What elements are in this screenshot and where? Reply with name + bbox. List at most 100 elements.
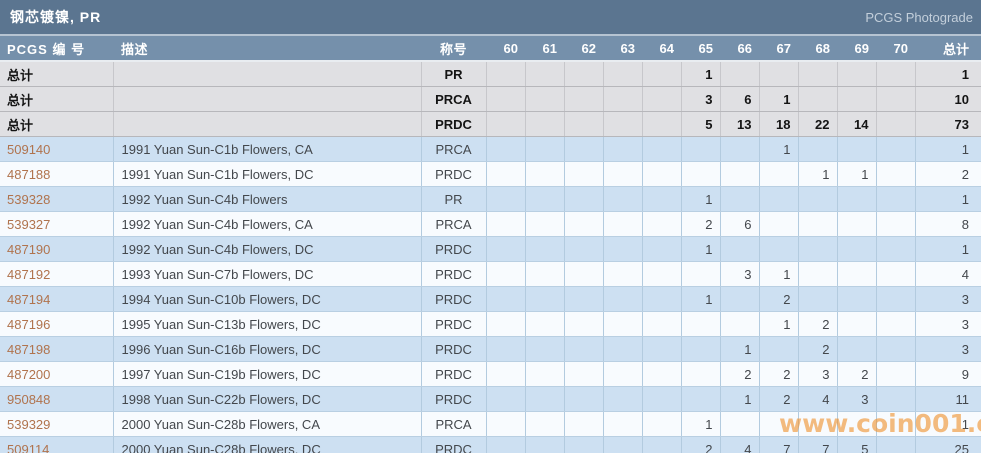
grade-count-cell: [642, 311, 682, 337]
grade-count-cell: [564, 361, 604, 387]
table-body: 总计 PR 1 1 总计 PRCA 3 6 1 10 总计 PRDC 5 13 18 22 14 73 509140…: [0, 61, 981, 453]
description-cell: 1996 Yuan Sun-C16b Flowers, DC: [113, 336, 422, 362]
table-row: 487192 1993 Yuan Sun-C7b Flowers, DC PRDC 3…: [0, 261, 981, 287]
grade-count-cell: [525, 286, 565, 312]
grade-count-cell: [603, 386, 643, 412]
description-cell: 2000 Yuan Sun-C28b Flowers, CA: [113, 411, 422, 437]
table-row: 487196 1995 Yuan Sun-C13b Flowers, DC PRDC…: [0, 311, 981, 337]
grade-count-cell: [486, 386, 526, 412]
header-designation: 称号: [421, 36, 486, 62]
designation-cell: PRCA: [421, 136, 487, 162]
header-grade-64: 64: [642, 36, 681, 62]
grade-count-cell: 1: [720, 386, 760, 412]
table-row: 539327 1992 Yuan Sun-C4b Flowers, CA PRCA 2…: [0, 211, 981, 237]
grade-count-cell: [486, 236, 526, 262]
grade-count-cell: [798, 411, 838, 437]
grade-count-cell: [798, 61, 838, 87]
grade-count-cell: [759, 211, 799, 237]
grade-count-cell: [486, 161, 526, 187]
grade-count-cell: [681, 311, 721, 337]
grade-count-cell: 2: [798, 311, 838, 337]
pcgs-number-link[interactable]: 487190: [7, 241, 51, 257]
header-grade-65: 65: [681, 36, 720, 62]
grade-count-cell: 2: [759, 361, 799, 387]
grade-count-cell: [486, 286, 526, 312]
grade-count-cell: [603, 336, 643, 362]
grade-count-cell: [603, 411, 643, 437]
total-row-label-cell: 总计: [0, 111, 114, 137]
table-row: 950848 1998 Yuan Sun-C22b Flowers, DC PRDC…: [0, 386, 981, 412]
grade-count-cell: [837, 411, 877, 437]
grade-count-cell: 3: [798, 361, 838, 387]
row-total-cell: 3: [915, 286, 981, 312]
header-grade-68: 68: [798, 36, 837, 62]
grade-count-cell: [564, 136, 604, 162]
pcgs-number-link[interactable]: 487198: [7, 341, 51, 357]
grade-count-cell: [525, 111, 565, 137]
header-grade-67: 67: [759, 36, 798, 62]
grade-count-cell: [837, 211, 877, 237]
pcgs-number-link[interactable]: 509140: [7, 141, 51, 157]
grade-count-cell: [486, 311, 526, 337]
grade-count-cell: [876, 61, 916, 87]
grade-count-cell: [759, 236, 799, 262]
grade-count-cell: [486, 211, 526, 237]
grade-count-cell: [642, 386, 682, 412]
grade-count-cell: [603, 211, 643, 237]
grade-count-cell: [525, 161, 565, 187]
grade-count-cell: 4: [720, 436, 760, 453]
grade-count-cell: [837, 61, 877, 87]
pcgs-number-link[interactable]: 487192: [7, 266, 51, 282]
pcgs-number-cell: 487192: [0, 261, 114, 287]
grade-count-cell: [720, 61, 760, 87]
pcgs-number-link[interactable]: 487188: [7, 166, 51, 182]
pcgs-number-cell: 509140: [0, 136, 114, 162]
pcgs-number-cell: 487190: [0, 236, 114, 262]
grade-count-cell: [759, 61, 799, 87]
pcgs-number-link[interactable]: 539328: [7, 191, 51, 207]
grade-count-cell: [759, 186, 799, 212]
grade-count-cell: 1: [837, 161, 877, 187]
grade-count-cell: [798, 261, 838, 287]
grade-count-cell: [525, 211, 565, 237]
row-total-cell: 11: [915, 386, 981, 412]
grade-count-cell: [642, 211, 682, 237]
description-cell: 1991 Yuan Sun-C1b Flowers, CA: [113, 136, 422, 162]
grade-count-cell: [876, 386, 916, 412]
pcgs-number-link[interactable]: 487196: [7, 316, 51, 332]
grade-count-cell: [525, 261, 565, 287]
grade-count-cell: 22: [798, 111, 838, 137]
designation-cell: PRCA: [421, 86, 487, 112]
table-row: 487200 1997 Yuan Sun-C19b Flowers, DC PRDC…: [0, 361, 981, 387]
designation-cell: PRCA: [421, 211, 487, 237]
grade-count-cell: 3: [720, 261, 760, 287]
description-cell: 1991 Yuan Sun-C1b Flowers, DC: [113, 161, 422, 187]
grade-count-cell: 2: [837, 361, 877, 387]
header-grade-66: 66: [720, 36, 759, 62]
grade-count-cell: [642, 436, 682, 453]
row-total-cell: 9: [915, 361, 981, 387]
pcgs-number-link[interactable]: 509114: [7, 441, 50, 453]
grade-count-cell: [564, 336, 604, 362]
pcgs-number-link[interactable]: 539327: [7, 216, 51, 232]
pcgs-photograde-link[interactable]: PCGS Photograde: [865, 9, 973, 25]
pcgs-number-link[interactable]: 487194: [7, 291, 51, 307]
grade-count-cell: [681, 136, 721, 162]
header-pcgs-number: PCGS 编 号: [0, 36, 113, 62]
grade-count-cell: [720, 286, 760, 312]
pcgs-number-link[interactable]: 539329: [7, 416, 51, 432]
header-grade-60: 60: [486, 36, 525, 62]
grade-count-cell: 1: [681, 236, 721, 262]
pcgs-number-cell: 950848: [0, 386, 114, 412]
pcgs-number-link[interactable]: 487200: [7, 366, 51, 382]
designation-cell: PR: [421, 61, 487, 87]
header-grade-62: 62: [564, 36, 603, 62]
grade-count-cell: 1: [798, 161, 838, 187]
description-cell: [113, 111, 422, 137]
pcgs-number-link[interactable]: 950848: [7, 391, 51, 407]
row-total-cell: 1: [915, 136, 981, 162]
grade-count-cell: [642, 236, 682, 262]
grade-count-cell: [603, 61, 643, 87]
grade-count-cell: [603, 261, 643, 287]
total-row: 总计 PRDC 5 13 18 22 14 73: [0, 111, 981, 137]
